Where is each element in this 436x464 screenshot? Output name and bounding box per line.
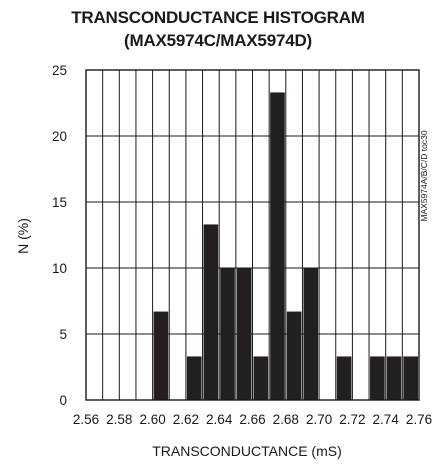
histogram-bar: [236, 268, 252, 400]
x-tick-label: 2.68: [273, 412, 299, 427]
histogram-bar: [336, 356, 352, 400]
histogram-bar: [370, 356, 385, 400]
histogram-bar: [186, 356, 202, 400]
histogram-bars: [153, 92, 418, 400]
x-axis-label: TRANSCONDUCTANCE (mS): [152, 443, 342, 459]
x-tick-label: 2.62: [173, 412, 199, 427]
y-tick-label: 15: [52, 195, 67, 210]
chart-title-line1: TRANSCONDUCTANCE HISTOGRAM: [71, 8, 365, 27]
x-tick-label: 2.74: [373, 412, 400, 427]
histogram-bar: [386, 356, 402, 400]
histogram-bar: [303, 268, 319, 400]
y-axis-label: N (%): [15, 218, 31, 254]
y-tick-label: 25: [52, 63, 67, 78]
x-tick-label: 2.76: [406, 412, 432, 427]
side-note: MAX5974A/B/C/D toc30: [419, 130, 429, 221]
x-tick-labels: 2.56 2.58 2.60 2.62 2.64 2.66 2.68 2.70 2.72 2.74…: [73, 412, 432, 427]
histogram-bar: [403, 356, 418, 400]
histogram-bar: [203, 224, 219, 400]
x-tick-label: 2.56: [73, 412, 99, 427]
y-tick-label: 0: [59, 393, 67, 408]
x-tick-label: 2.60: [139, 412, 165, 427]
histogram-bar: [270, 92, 285, 400]
chart-title-line2: (MAX5974C/MAX5974D): [124, 31, 312, 50]
y-tick-labels: 0 5 10 15 20 25: [52, 63, 67, 408]
x-tick-label: 2.64: [206, 412, 233, 427]
y-tick-label: 10: [52, 261, 67, 276]
histogram-bar: [286, 311, 302, 400]
x-tick-label: 2.58: [106, 412, 132, 427]
plot-frame: [85, 69, 420, 401]
x-tick-label: 2.66: [239, 412, 265, 427]
histogram-bar: [153, 311, 169, 400]
histogram-bar: [253, 356, 269, 400]
y-tick-label: 5: [59, 327, 67, 342]
histogram-bar: [220, 268, 235, 400]
y-tick-label: 20: [52, 129, 67, 144]
grid-lines: [86, 70, 419, 400]
x-tick-label: 2.70: [306, 412, 332, 427]
x-tick-label: 2.72: [339, 412, 365, 427]
plot-border: [85, 69, 420, 401]
